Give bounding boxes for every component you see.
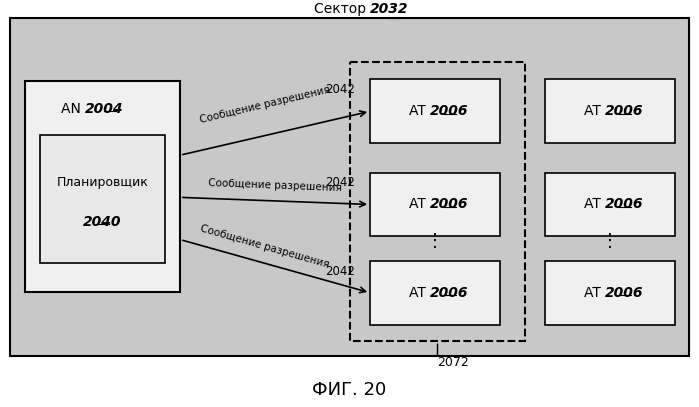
- Text: Планировщик: Планировщик: [57, 176, 148, 189]
- Bar: [25, 81, 180, 292]
- Text: 2032: 2032: [370, 2, 408, 16]
- Text: 2040: 2040: [83, 214, 122, 229]
- Bar: [350, 62, 525, 341]
- Text: Сообщение разрешения: Сообщение разрешения: [199, 224, 331, 270]
- Bar: [40, 136, 165, 263]
- Text: AT: AT: [409, 104, 430, 118]
- Text: Сообщение разрешения: Сообщение разрешения: [199, 85, 331, 125]
- Text: ⋮: ⋮: [426, 232, 444, 250]
- Bar: [370, 173, 500, 236]
- Bar: [10, 18, 689, 356]
- Text: AT: AT: [584, 197, 605, 212]
- Text: AT: AT: [584, 286, 605, 300]
- Bar: [545, 79, 675, 143]
- Text: 2006: 2006: [605, 286, 644, 300]
- Bar: [545, 173, 675, 236]
- Text: Сектор: Сектор: [313, 2, 370, 16]
- Text: 2072: 2072: [437, 357, 468, 370]
- Bar: [370, 261, 500, 325]
- Text: Сообщение разрешения: Сообщение разрешения: [208, 178, 342, 193]
- Text: 2004: 2004: [85, 102, 124, 116]
- Text: 2006: 2006: [430, 104, 468, 118]
- Text: 2042: 2042: [325, 83, 355, 96]
- Bar: [545, 261, 675, 325]
- Text: ⋮: ⋮: [601, 232, 619, 250]
- Text: AT: AT: [584, 104, 605, 118]
- Text: 2042: 2042: [325, 265, 355, 278]
- Text: AN: AN: [61, 102, 85, 116]
- Text: 2006: 2006: [430, 286, 468, 300]
- Text: 2006: 2006: [605, 104, 644, 118]
- Text: 2006: 2006: [605, 197, 644, 212]
- Text: 2042: 2042: [325, 176, 355, 189]
- Text: AT: AT: [409, 197, 430, 212]
- Text: AT: AT: [409, 286, 430, 300]
- Bar: [370, 79, 500, 143]
- Text: ФИГ. 20: ФИГ. 20: [312, 381, 386, 399]
- Text: 2006: 2006: [430, 197, 468, 212]
